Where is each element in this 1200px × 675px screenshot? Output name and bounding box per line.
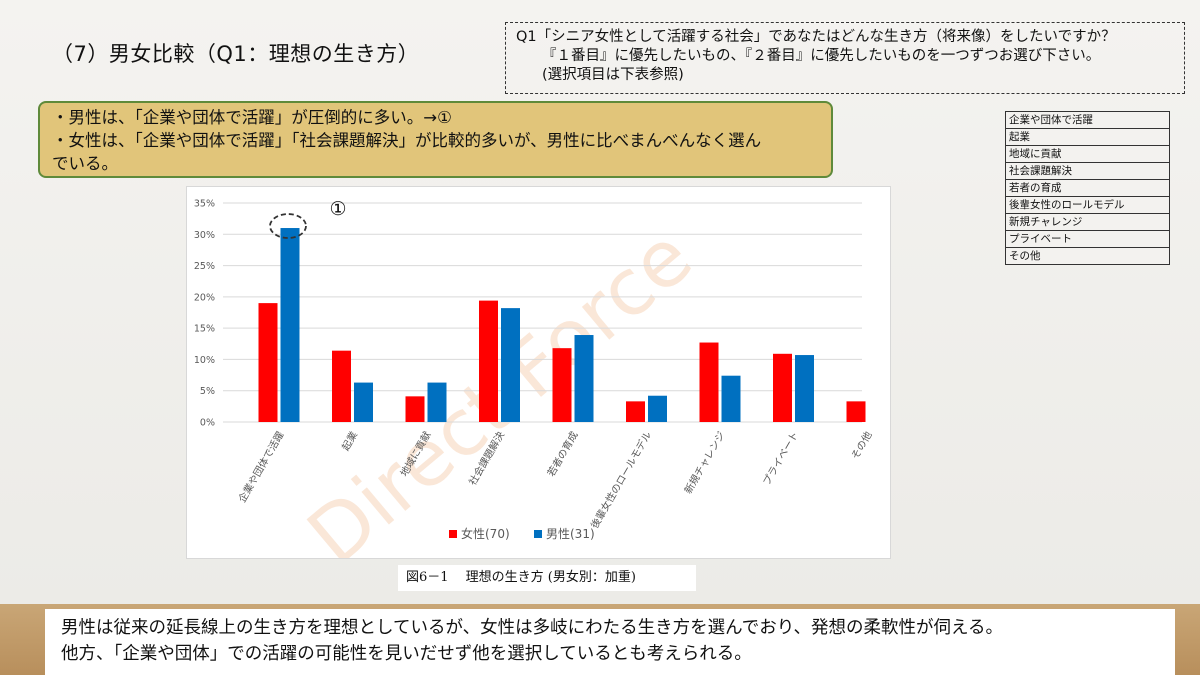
options-row: 若者の育成 [1005,179,1170,197]
legend-label: 男性(31) [546,527,595,541]
bar-male [795,355,814,422]
y-tick-label: 15% [194,324,215,335]
x-tick-label: 起業 [339,429,360,453]
option-cell: 新規チャレンジ [1005,213,1170,231]
annotation-label: ① [329,198,346,220]
x-tick-label: 新規チャレンジ [681,429,727,496]
options-row: 起業 [1005,128,1170,146]
bar-female [626,401,645,422]
x-tick-label: 後輩女性のロールモデル [588,429,654,531]
bar-female [552,348,572,422]
bar-female [405,396,425,422]
summary-line-1: ・男性は、「企業や団体で活躍」が圧倒的に多い。→① [52,108,452,127]
x-tick-label: プライベート [761,430,801,488]
question-box: Q1「シニア女性として活躍する社会」であなたはどんな生き方（将来像）をしたいです… [505,22,1185,94]
bar-male [721,375,741,422]
option-cell: 地域に貢献 [1005,145,1170,163]
summary-box: ・男性は、「企業や団体で活躍」が圧倒的に多い。→① ・女性は、「企業や団体で活躍… [38,101,833,178]
y-tick-label: 25% [194,261,215,272]
bar-male [427,382,447,422]
x-tick-label: 企業や団体で活躍 [235,429,286,505]
bar-male [501,308,520,422]
bar-female [332,350,351,422]
bar-female [846,401,866,422]
conclusion-line-1: 男性は従来の延長線上の生き方を理想としているが、女性は多岐にわたる生き方を選んで… [61,618,1004,638]
option-cell: 企業や団体で活躍 [1005,111,1170,129]
bar-female [258,303,278,422]
option-cell: プライベート [1005,230,1170,248]
option-cell: 若者の育成 [1005,179,1170,197]
y-tick-label: 30% [194,230,215,241]
figure-caption: 図6－1 理想の生き方 (男女別：加重) [398,565,696,591]
slide-title: （7）男女比較（Q1：理想の生き方） [52,42,420,66]
options-row: 後輩女性のロールモデル [1005,196,1170,214]
bar-female [773,353,792,422]
options-row: プライベート [1005,230,1170,248]
x-tick-label: 若者の育成 [544,429,580,479]
legend-label: 女性(70) [461,526,510,541]
option-cell: 後輩女性のロールモデル [1005,196,1170,214]
y-tick-label: 35% [194,199,215,210]
options-table: 企業や団体で活躍 起業 地域に貢献 社会課題解決 若者の育成 後輩女性のロールモ… [1005,111,1170,265]
option-cell: その他 [1005,247,1170,265]
chart-card: Direct Force 0% 5% 10% 15% 20% 25% 30% 35% 企業や団体… [186,186,891,582]
options-row: その他 [1005,247,1170,265]
conclusion-box: 男性は従来の延長線上の生き方を理想としているが、女性は多岐にわたる生き方を選んで… [45,609,1175,675]
y-tick-label: 0% [200,418,215,429]
bar-male [280,228,300,422]
legend-swatch [534,530,542,538]
legend-swatch [449,530,457,538]
summary-line-2: ・女性は、「企業や団体で活躍」「社会課題解決」が比較的多いが、男性に比べまんべん… [52,131,762,150]
bar-male [648,395,667,422]
question-line-1: Q1「シニア女性として活躍する社会」であなたはどんな生き方（将来像）をしたいです… [516,29,1116,45]
options-row: 地域に貢献 [1005,145,1170,163]
y-tick-label: 5% [200,386,215,397]
y-tick-label: 10% [194,355,215,366]
option-cell: 社会課題解決 [1005,162,1170,180]
question-line-3: (選択項目は下表参照) [542,67,684,83]
conclusion-line-2: 他方、「企業や団体」での活躍の可能性を見いだせず他を選択しているとも考えられる。 [61,644,752,664]
options-row: 企業や団体で活躍 [1005,111,1170,129]
options-row: 社会課題解決 [1005,162,1170,180]
bar-female [699,342,719,422]
y-tick-label: 20% [194,292,215,303]
bar-male [354,382,373,422]
bar-chart: Direct Force 0%5%10%15%20%25%30%35%企業や団体… [194,198,875,582]
question-line-2: 『１番目』に優先したいもの、『２番目』に優先したいものを一つずつお選び下さい。 [542,48,1101,64]
x-tick-label: その他 [848,429,874,461]
option-cell: 起業 [1005,128,1170,146]
summary-line-3: でいる。 [52,154,118,173]
bar-male [574,335,594,422]
options-row: 新規チャレンジ [1005,213,1170,231]
bar-female [479,300,498,422]
